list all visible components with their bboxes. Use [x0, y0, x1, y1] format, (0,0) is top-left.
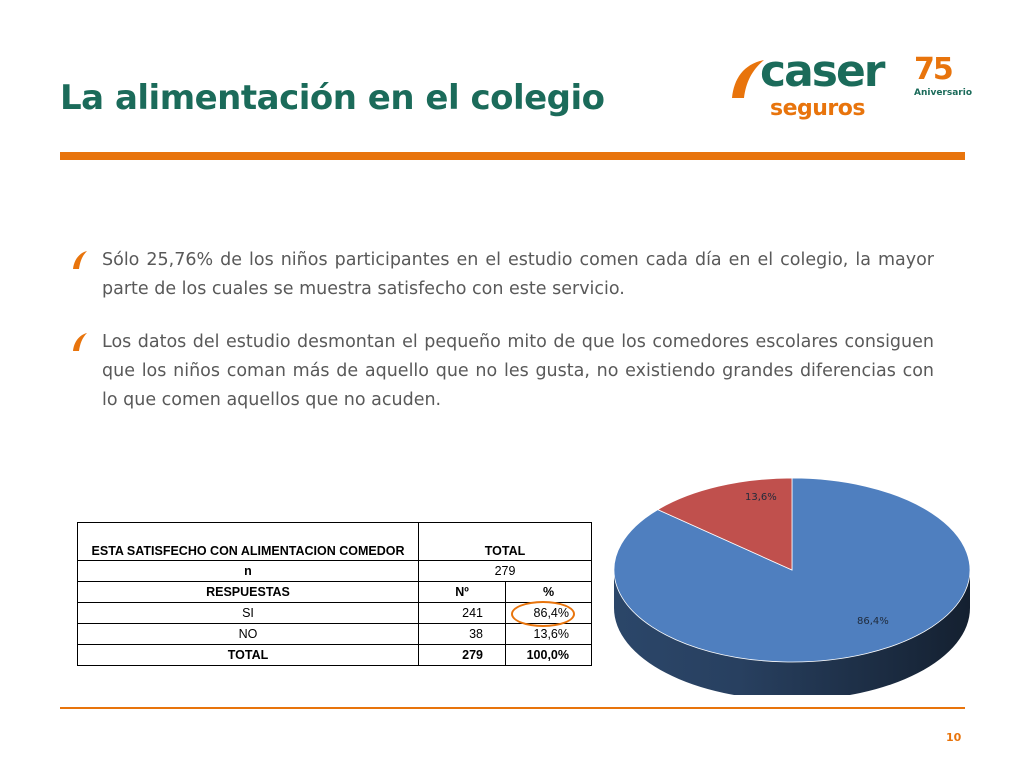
slide-title: La alimentación en el colegio — [60, 78, 605, 118]
table-row: NO 38 13,6% — [77, 623, 592, 645]
logo-anniversary-number: 75 — [914, 52, 954, 87]
count-header-cell: Nº — [418, 581, 506, 603]
respuestas-label-cell: RESPUESTAS — [77, 581, 419, 603]
footer-divider — [60, 707, 965, 709]
header-question-cell: ESTA SATISFECHO CON ALIMENTACION COMEDOR — [77, 522, 419, 561]
table-header-row: ESTA SATISFECHO CON ALIMENTACION COMEDOR… — [77, 522, 592, 561]
bullet-text: Sólo 25,76% de los niños participantes e… — [102, 250, 934, 299]
logo-swoosh-icon — [732, 60, 764, 98]
row-label-cell: SI — [77, 602, 419, 624]
caser-logo: caser seguros 75 Aniversario — [730, 46, 980, 132]
row-count-cell: 38 — [418, 623, 506, 645]
logo-brand-text: caser — [760, 46, 886, 97]
pct-header-cell: % — [505, 581, 592, 603]
row-label-cell: NO — [77, 623, 419, 645]
bullet-leaf-icon — [73, 333, 87, 351]
total-count-cell: 279 — [418, 644, 506, 666]
logo-sub-text: seguros — [770, 96, 865, 121]
bullet-item: Sólo 25,76% de los niños participantes e… — [72, 246, 934, 304]
logo-anniversary-label: Aniversario — [914, 88, 973, 98]
bullet-text: Los datos del estudio desmontan el peque… — [102, 332, 934, 410]
total-label-cell: TOTAL — [77, 644, 419, 666]
table-row: RESPUESTAS Nº % — [77, 581, 592, 603]
pie-slice-no — [656, 477, 793, 571]
pie-chart: 86,4% 13,6% — [613, 477, 971, 695]
bullet-item: Los datos del estudio desmontan el peque… — [72, 328, 934, 415]
page-number: 10 — [946, 731, 962, 744]
bullet-leaf-icon — [73, 251, 87, 269]
highlight-circle — [511, 601, 575, 627]
pie-data-label: 13,6% — [745, 492, 777, 503]
total-pct-cell: 100,0% — [505, 644, 592, 666]
bullet-list: Sólo 25,76% de los niños participantes e… — [72, 246, 934, 439]
header-total-cell: TOTAL — [418, 522, 592, 561]
n-value-cell: 279 — [418, 560, 592, 582]
table-total-row: TOTAL 279 100,0% — [77, 644, 592, 666]
table-row: n 279 — [77, 560, 592, 582]
pie-data-label: 86,4% — [857, 616, 889, 627]
row-count-cell: 241 — [418, 602, 506, 624]
pie-side-wall — [614, 570, 970, 695]
satisfaction-table: ESTA SATISFECHO CON ALIMENTACION COMEDOR… — [77, 522, 592, 666]
title-divider — [60, 152, 965, 160]
n-label-cell: n — [77, 560, 419, 582]
